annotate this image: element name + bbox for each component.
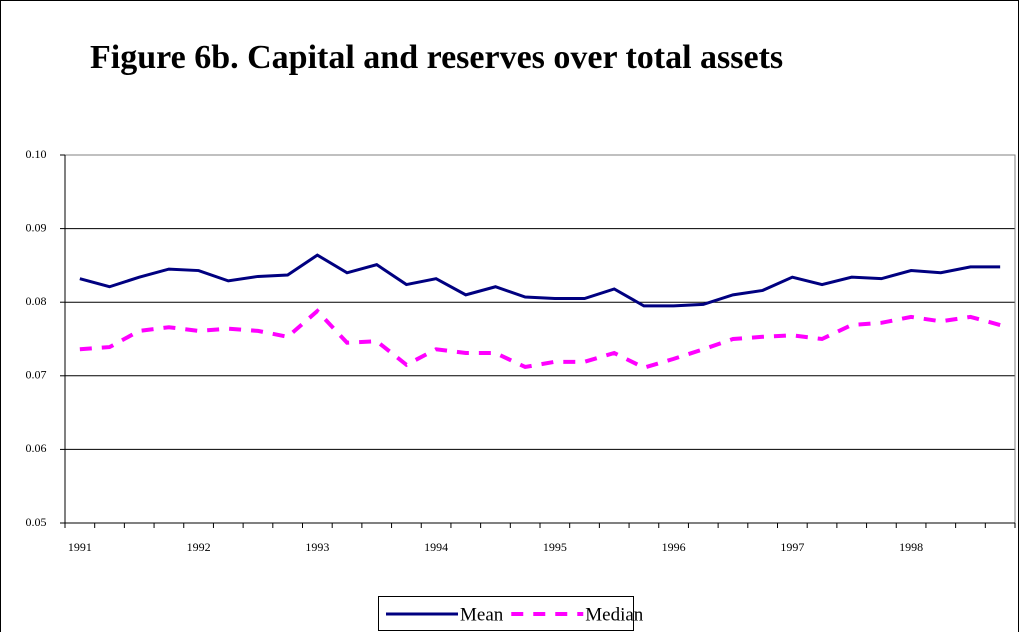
plot-border — [65, 154, 1016, 523]
y-tick-label: 0.10 — [26, 147, 47, 161]
x-tick-label: 1992 — [187, 540, 211, 554]
chart-title: Figure 6b. Capital and reserves over tot… — [90, 39, 783, 76]
x-tick-label: 1998 — [899, 540, 923, 554]
data-line — [79, 253, 1001, 308]
legend-label: Mean — [460, 604, 504, 625]
x-tick-label: 1997 — [780, 540, 804, 554]
data-line — [79, 308, 1001, 370]
x-tick-label: 1994 — [424, 540, 448, 554]
y-tick-label: 0.09 — [26, 220, 47, 234]
legend-label: Median — [585, 604, 644, 625]
x-tick-label: 1995 — [543, 540, 567, 554]
x-tick-label: 1991 — [68, 540, 92, 554]
y-tick-label: 0.08 — [26, 294, 47, 308]
y-tick-label: 0.05 — [26, 515, 47, 529]
y-tick-label: 0.06 — [26, 441, 47, 455]
x-tick-label: 1993 — [305, 540, 329, 554]
x-tick-label: 1996 — [662, 540, 686, 554]
legend: Mean Median — [378, 596, 644, 631]
y-tick-label: 0.07 — [26, 368, 47, 382]
